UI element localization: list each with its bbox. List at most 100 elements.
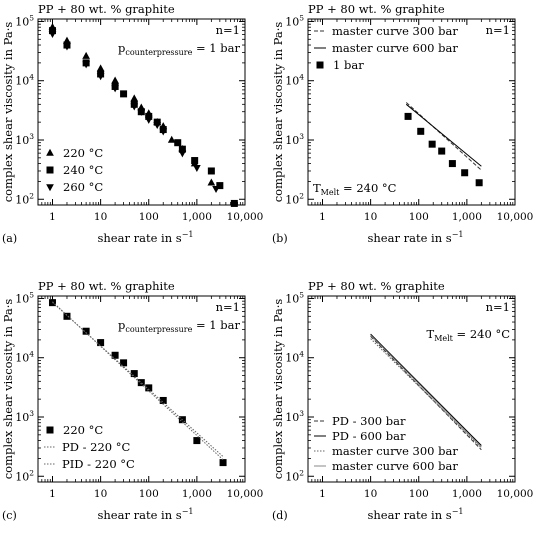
- panel-a: PP + 80 wt. % graphite 1 10 100 1,000 10,000 1…: [1, 2, 263, 245]
- y-tick-base: 10: [285, 470, 299, 483]
- panel-label: (c): [2, 509, 17, 522]
- data-point: [130, 103, 139, 111]
- annotation-n: n=1: [486, 23, 510, 37]
- series-4: [370, 334, 482, 448]
- data-point: [120, 90, 128, 98]
- legend-label: 220 °C: [63, 423, 103, 437]
- data-point: [178, 145, 186, 153]
- legend-label: PD - 300 bar: [332, 414, 406, 428]
- data-point: [174, 139, 182, 147]
- series-line: [370, 338, 482, 449]
- annotation-value: = 240 °C: [339, 181, 396, 195]
- series-2: [405, 103, 482, 167]
- panel-title: PP + 80 wt. % graphite: [38, 279, 175, 293]
- annotation-subscript: Melt: [434, 334, 453, 343]
- data-point: [137, 108, 146, 116]
- x-tick-label: 100: [409, 211, 429, 223]
- x-tick-label: 1,000: [452, 211, 482, 223]
- annotation-symbol: T: [313, 181, 321, 195]
- legend-label: 260 °C: [63, 180, 103, 194]
- y-tick-label: 105: [285, 290, 304, 305]
- y-tick-label: 103: [285, 409, 304, 424]
- data-point: [145, 112, 153, 120]
- annotation-n: n=1: [216, 300, 240, 314]
- data-point: [448, 160, 456, 168]
- panel-title: PP + 80 wt. % graphite: [38, 2, 175, 16]
- data-point: [97, 339, 105, 347]
- x-tick-label: 10: [364, 488, 377, 500]
- legend-label: master curve 300 bar: [332, 444, 458, 458]
- x-axis-label-superscript: −1: [452, 507, 464, 516]
- x-axis-label-superscript: −1: [182, 230, 194, 239]
- data-point: [48, 30, 57, 38]
- x-tick-label: 100: [409, 488, 429, 500]
- annotation-condition: TMelt = 240 °C: [427, 327, 511, 343]
- panel-label: (b): [272, 232, 288, 245]
- data-point: [193, 437, 201, 445]
- data-point: [82, 61, 90, 69]
- series-3: [52, 301, 224, 457]
- series-1: [405, 102, 482, 171]
- data-point: [48, 27, 56, 35]
- legend-label: master curve 300 bar: [332, 24, 458, 38]
- legend-label: master curve 600 bar: [332, 41, 458, 55]
- y-tick-exponent: 3: [299, 132, 304, 141]
- annotation-condition: pcounterpressure = 1 bar: [118, 318, 240, 334]
- series-line: [370, 333, 482, 446]
- y-tick-base: 10: [15, 470, 29, 483]
- y-tick-base: 10: [285, 134, 299, 147]
- legend-marker: [46, 148, 54, 156]
- data-point: [120, 359, 128, 367]
- data-point: [159, 396, 167, 404]
- data-point: [219, 459, 227, 467]
- y-tick-exponent: 4: [29, 73, 34, 82]
- x-axis-label-text: shear rate in s: [368, 508, 452, 522]
- y-tick-label: 105: [15, 13, 34, 28]
- x-tick-label: 100: [139, 488, 159, 500]
- data-point: [461, 169, 469, 177]
- series-2: [370, 333, 482, 446]
- legend-label: PID - 220 °C: [62, 457, 135, 471]
- x-axis-label: shear rate in s−1: [368, 230, 464, 245]
- x-tick-label: 1: [49, 211, 56, 223]
- y-tick-exponent: 2: [299, 468, 304, 477]
- x-tick-label: 10,000: [227, 488, 264, 500]
- data-point: [230, 199, 238, 207]
- data-point: [207, 178, 216, 186]
- y-axis-label: complex shear viscosity in Pa·s: [1, 299, 15, 480]
- series-1: [370, 335, 482, 451]
- legend-label: 240 °C: [63, 163, 103, 177]
- y-tick-label: 102: [285, 468, 304, 483]
- series-line: [405, 103, 482, 167]
- annotation-condition: TMelt = 240 °C: [313, 181, 397, 197]
- x-tick-label: 1,000: [452, 488, 482, 500]
- x-axis-label-superscript: −1: [182, 507, 194, 516]
- annotation-subscript: counterpressure: [125, 48, 192, 57]
- data-point: [191, 157, 199, 165]
- x-axis-label: shear rate in s−1: [368, 507, 464, 522]
- panel-d: PP + 80 wt. % graphite 1 10 100 1,000 10,000 1…: [271, 279, 533, 522]
- panel-label: (a): [2, 232, 17, 245]
- y-tick-label: 104: [15, 350, 34, 365]
- legend-label: 220 °C: [63, 146, 103, 160]
- x-axis-label: shear rate in s−1: [98, 507, 194, 522]
- y-tick-exponent: 2: [299, 191, 304, 200]
- series-line: [370, 334, 482, 448]
- x-tick-label: 1: [319, 211, 326, 223]
- y-tick-label: 105: [15, 290, 34, 305]
- y-tick-base: 10: [285, 193, 299, 206]
- legend-label: PD - 220 °C: [62, 440, 131, 454]
- x-tick-label: 10,000: [227, 211, 264, 223]
- data-point: [159, 128, 168, 136]
- x-axis-label-superscript: −1: [452, 230, 464, 239]
- legend: master curve 300 bar master curve 600 bar…: [314, 24, 458, 72]
- y-tick-exponent: 4: [299, 73, 304, 82]
- data-point: [178, 150, 187, 158]
- panel-title: PP + 80 wt. % graphite: [308, 2, 445, 16]
- series-line: [370, 335, 482, 451]
- data-point: [96, 64, 105, 72]
- x-tick-label: 1,000: [182, 211, 212, 223]
- x-tick-label: 10: [364, 211, 377, 223]
- y-tick-base: 10: [15, 411, 29, 424]
